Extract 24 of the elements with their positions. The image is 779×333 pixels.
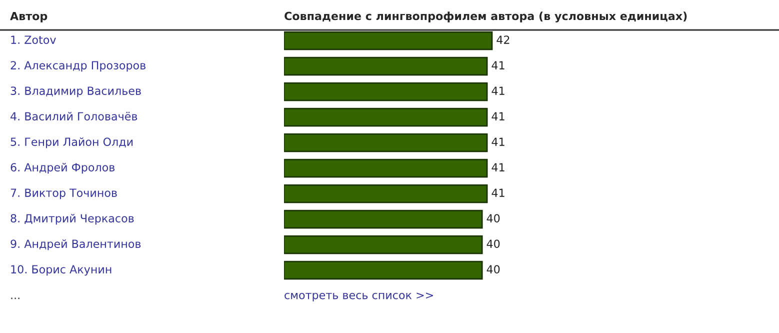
chart-title: Совпадение с лингвопрофилем автора (в условных единицах) xyxy=(284,12,687,22)
data-label: 40 xyxy=(486,265,500,274)
data-label: 41 xyxy=(492,112,504,120)
data-label: 42 xyxy=(496,36,510,44)
y-tick-label: 1. Zotov xyxy=(11,36,56,44)
y-tick-label: 6. Андрей Фролов xyxy=(10,162,115,174)
y-tick-label: 10. Борис Акунин xyxy=(11,265,112,276)
data-label: 41 xyxy=(492,188,504,197)
text: смотреть весь список >> xyxy=(284,292,433,302)
y-tick-label: 3. Владимир Васильев xyxy=(10,86,141,98)
text: ... xyxy=(11,298,20,300)
data-label: 41 xyxy=(492,138,504,146)
data-label: 40 xyxy=(486,214,500,222)
y-tick-label: 7. Виктор Точинов xyxy=(10,188,117,200)
data-label: 41 xyxy=(492,61,504,70)
y-axis-title: Автор xyxy=(10,12,48,22)
y-tick-label: 8. Дмитрий Черкасов xyxy=(10,214,134,225)
y-tick-label: 9. Андрей Валентинов xyxy=(10,239,141,250)
data-label: 41 xyxy=(492,163,504,172)
y-tick-label: 4. Василий Головачёв xyxy=(10,112,138,120)
data-label: 41 xyxy=(492,86,504,95)
y-tick-label: 5. Генри Лайон Олди xyxy=(10,137,133,148)
y-tick-label: 2. Александр Прозоров xyxy=(10,61,146,72)
data-label: 40 xyxy=(486,240,500,248)
